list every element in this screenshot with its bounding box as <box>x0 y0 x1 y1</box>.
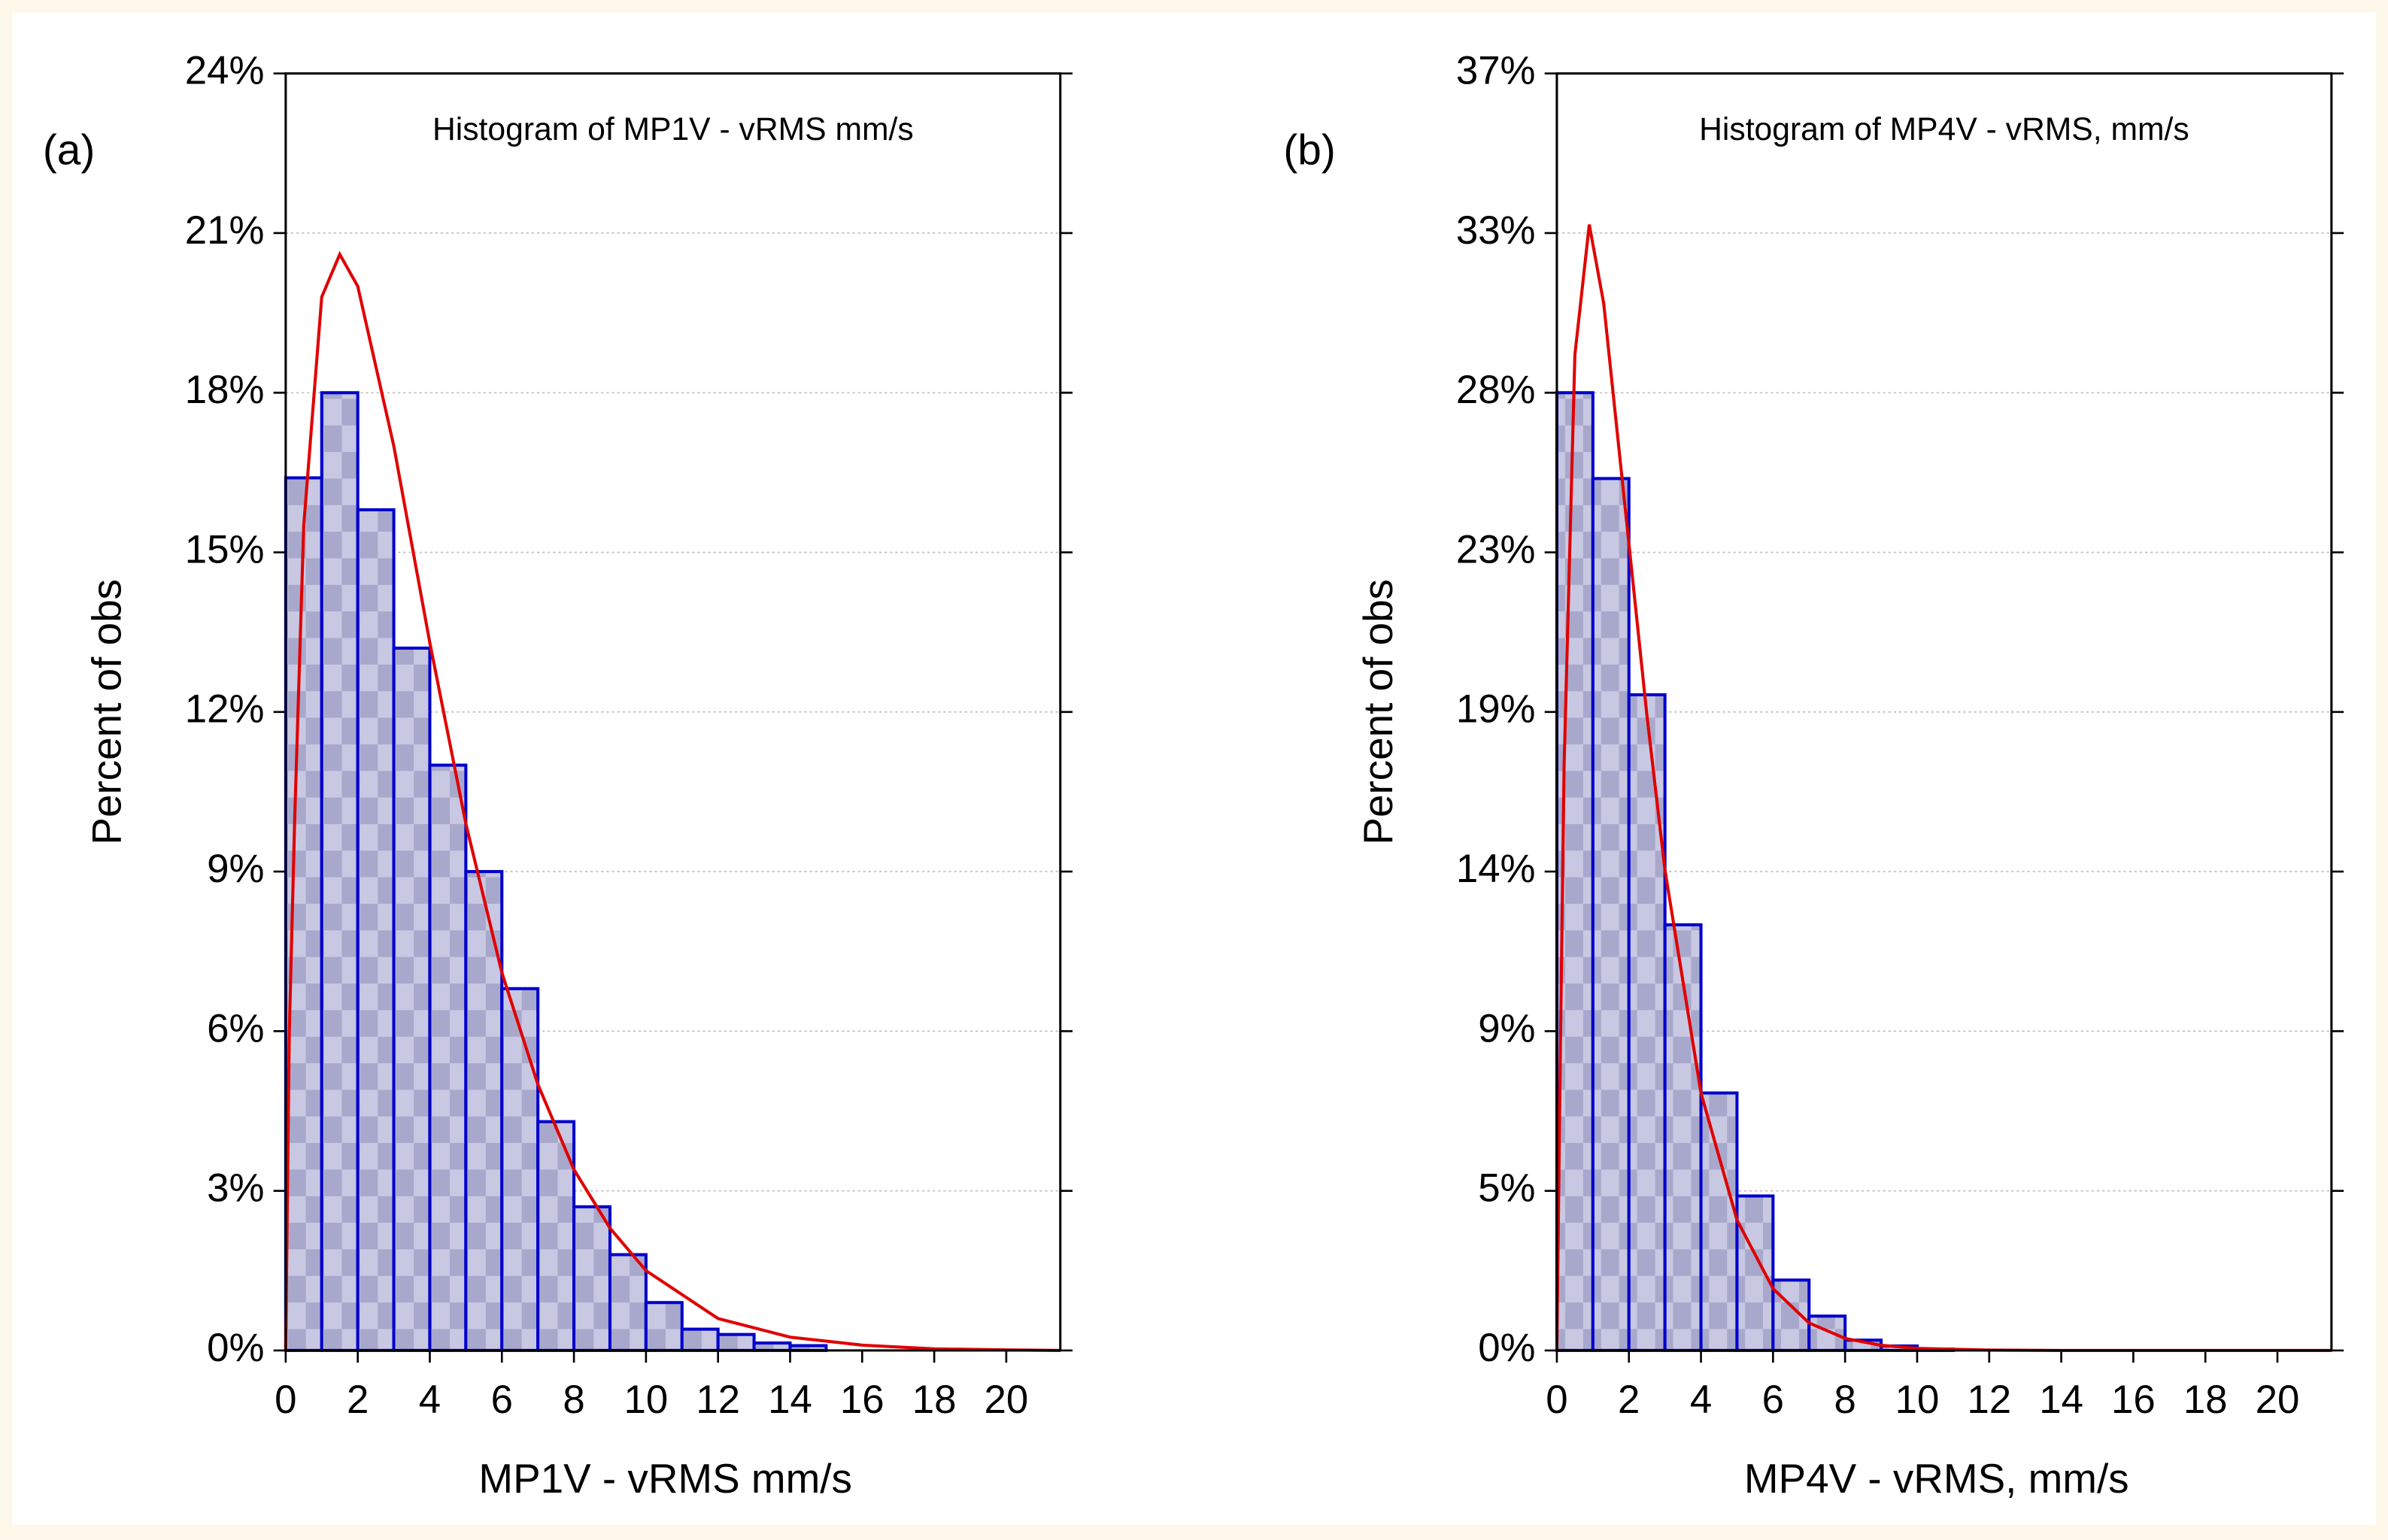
y-tick-label: 6% <box>207 1006 264 1050</box>
x-tick-label: 18 <box>2183 1378 2228 1422</box>
panel-label: (a) <box>43 126 96 174</box>
bar <box>500 987 540 1352</box>
fit-curve <box>1555 224 2332 1352</box>
x-tick-label: 8 <box>1834 1378 1855 1422</box>
x-tick-label: 12 <box>696 1378 740 1422</box>
x-tick-label: 0 <box>1546 1378 1567 1422</box>
y-tick-label: 9% <box>1478 1006 1535 1050</box>
y-tick-label: 18% <box>185 368 265 412</box>
plot-frame <box>284 72 1062 1352</box>
bar <box>1591 477 1631 1352</box>
x-tick-label: 2 <box>1618 1378 1640 1422</box>
x-tick-label: 2 <box>347 1378 369 1422</box>
fit-curve <box>284 250 1060 1352</box>
x-tick-label: 6 <box>491 1378 513 1422</box>
x-tick-label: 16 <box>2111 1378 2156 1422</box>
chart-title: Histogram of MP1V - vRMS mm/s <box>432 111 914 147</box>
bar <box>608 1253 648 1352</box>
y-tick-label: 23% <box>1456 527 1536 571</box>
chart-title: Histogram of MP4V - vRMS, mm/s <box>1699 111 2189 147</box>
y-tick-label: 14% <box>1456 847 1536 891</box>
y-tick-label: 5% <box>1478 1166 1535 1211</box>
x-tick-label: 6 <box>1762 1378 1784 1422</box>
bar <box>1735 1194 1775 1352</box>
x-tick-label: 10 <box>1895 1378 1940 1422</box>
y-tick-label: 21% <box>185 208 265 253</box>
bar <box>356 508 396 1352</box>
y-tick-label: 9% <box>207 847 264 891</box>
y-tick-label: 33% <box>1456 208 1536 253</box>
bar <box>1807 1314 1847 1352</box>
y-tick-label: 37% <box>1456 49 1536 93</box>
x-axis-label: MP1V - vRMS mm/s <box>478 1455 852 1502</box>
x-tick-label: 4 <box>419 1378 441 1422</box>
bar <box>680 1327 720 1352</box>
x-tick-label: 8 <box>563 1378 584 1422</box>
x-tick-label: 0 <box>275 1378 296 1422</box>
plot-frame <box>1555 72 2333 1352</box>
bar <box>716 1332 756 1352</box>
y-tick-label: 28% <box>1456 368 1536 412</box>
x-tick-label: 14 <box>2039 1378 2083 1422</box>
bar <box>464 870 504 1352</box>
x-tick-label: 10 <box>624 1378 669 1422</box>
y-tick-label: 0% <box>1478 1326 1535 1370</box>
bar <box>392 646 432 1352</box>
y-tick-label: 12% <box>185 687 265 732</box>
y-axis-label: Percent of obs <box>1355 579 1401 845</box>
x-tick-label: 20 <box>2256 1378 2300 1422</box>
y-tick-label: 15% <box>185 527 265 571</box>
bar <box>428 763 468 1352</box>
y-tick-label: 3% <box>207 1166 264 1211</box>
bar <box>644 1301 684 1352</box>
bar <box>572 1205 612 1352</box>
x-tick-label: 12 <box>1967 1378 2011 1422</box>
y-axis-label: Percent of obs <box>83 579 130 845</box>
x-axis-label: MP4V - vRMS, mm/s <box>1744 1455 2129 1502</box>
bar <box>1663 923 1703 1352</box>
y-tick-label: 19% <box>1456 687 1536 732</box>
bar <box>320 391 360 1352</box>
panel-label: (b) <box>1283 126 1336 174</box>
y-tick-label: 24% <box>185 49 265 93</box>
y-tick-label: 0% <box>207 1326 264 1370</box>
x-tick-label: 14 <box>768 1378 812 1422</box>
bar <box>1699 1091 1739 1352</box>
x-tick-label: 4 <box>1690 1378 1712 1422</box>
x-tick-label: 16 <box>840 1378 885 1422</box>
x-tick-label: 18 <box>912 1378 957 1422</box>
bar <box>1627 693 1667 1352</box>
x-tick-label: 20 <box>985 1378 1029 1422</box>
bar <box>1771 1278 1811 1352</box>
